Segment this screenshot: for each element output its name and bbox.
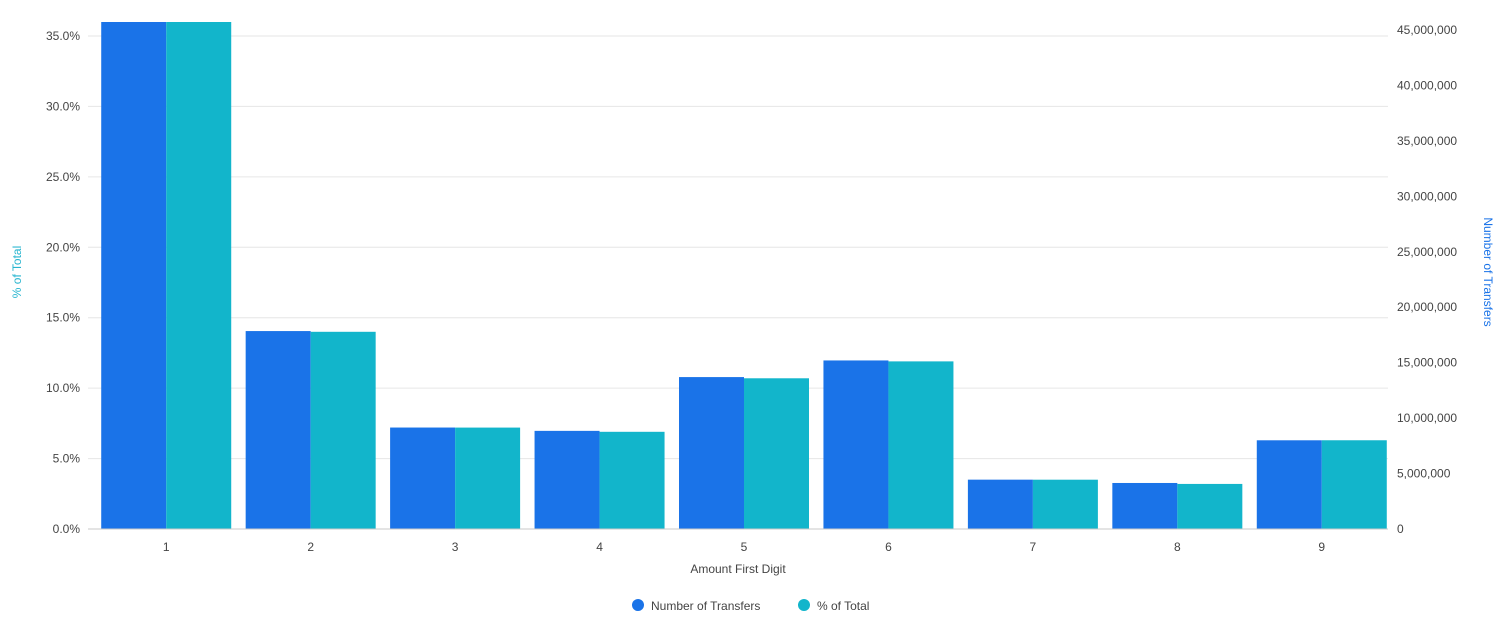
x-tick-label: 7: [1030, 540, 1037, 554]
y-right-tick-label: 25,000,000: [1397, 245, 1457, 259]
y-left-tick-label: 15.0%: [46, 311, 80, 325]
legend-label: % of Total: [817, 599, 869, 613]
axes: 0.0% 5.0% 10.0% 15.0% 20.0% 25.0% 30.0% 35.0% 0 5…: [46, 23, 1457, 554]
y-right-tick-label: 35,000,000: [1397, 134, 1457, 148]
y-left-tick-label: 0.0%: [53, 522, 81, 536]
bar-percent-of-total: [744, 378, 809, 529]
y-right-tick-label: 30,000,000: [1397, 189, 1457, 203]
x-tick-label: 5: [741, 540, 748, 554]
bar-percent-of-total: [455, 427, 521, 529]
y-left-tick-label: 25.0%: [46, 170, 80, 184]
y-right-tick-label: 10,000,000: [1397, 411, 1457, 425]
legend: Number of Transfers % of Total: [632, 599, 869, 613]
y-left-tick-label: 35.0%: [46, 29, 80, 43]
bar-percent-of-total: [1321, 440, 1387, 529]
bar-percent-of-total: [599, 431, 665, 529]
y-right-tick-label: 40,000,000: [1397, 78, 1457, 92]
y-right-tick-label: 5,000,000: [1397, 467, 1451, 481]
y-left-tick-label: 5.0%: [53, 452, 81, 466]
y-right-tick-label: 45,000,000: [1397, 23, 1457, 37]
bar-number-of-transfers: [390, 427, 456, 529]
y-left-tick-label: 10.0%: [46, 381, 80, 395]
y-right-tick-label: 0: [1397, 522, 1404, 536]
bar-percent-of-total: [310, 331, 376, 529]
bar-number-of-transfers: [534, 430, 600, 529]
y-left-tick-label: 30.0%: [46, 99, 80, 113]
y-right-tick-label: 15,000,000: [1397, 356, 1457, 370]
bar-percent-of-total: [166, 22, 232, 529]
legend-label: Number of Transfers: [651, 599, 760, 613]
y-right-tick-label: 20,000,000: [1397, 300, 1457, 314]
x-tick-label: 8: [1174, 540, 1181, 554]
y-axis-right-title: Number of Transfers: [1481, 217, 1495, 326]
x-tick-label: 6: [885, 540, 892, 554]
x-tick-label: 4: [596, 540, 603, 554]
bar-percent-of-total: [1177, 483, 1243, 529]
y-axis-left-title: % of Total: [10, 246, 24, 298]
bar-number-of-transfers: [245, 331, 311, 529]
bar-number-of-transfers: [1256, 440, 1322, 529]
x-tick-label: 3: [452, 540, 459, 554]
bar-number-of-transfers: [679, 377, 744, 529]
x-tick-label: 2: [307, 540, 314, 554]
bar-number-of-transfers: [823, 360, 889, 529]
bar-percent-of-total: [888, 361, 954, 529]
bar-number-of-transfers: [1112, 482, 1178, 529]
y-left-tick-label: 20.0%: [46, 240, 80, 254]
bars: [101, 22, 1387, 529]
x-tick-label: 1: [163, 540, 170, 554]
legend-swatch: [632, 599, 644, 611]
bar-percent-of-total: [1032, 479, 1098, 529]
legend-swatch: [798, 599, 810, 611]
x-tick-label: 9: [1318, 540, 1325, 554]
x-axis-title: Amount First Digit: [690, 562, 786, 576]
bar-number-of-transfers: [101, 22, 167, 529]
bar-number-of-transfers: [967, 479, 1033, 529]
